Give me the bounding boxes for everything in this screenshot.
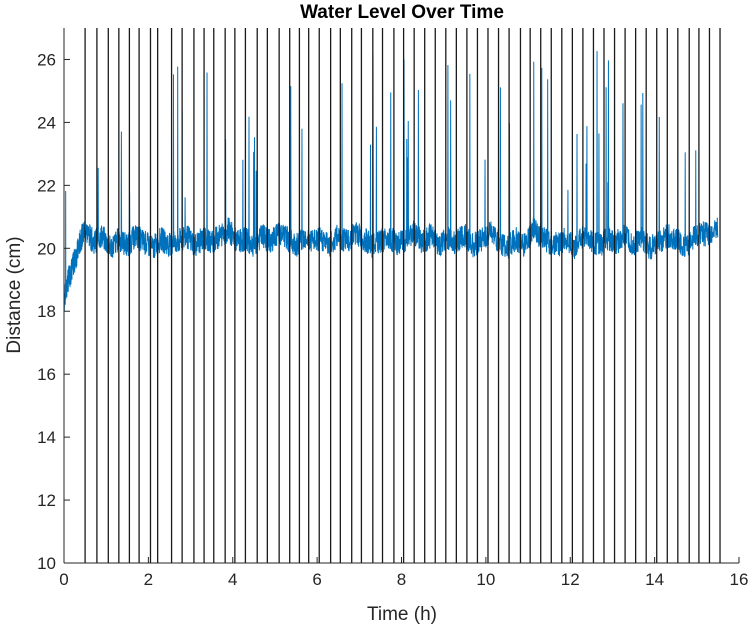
x-tick-label-16: 16	[730, 570, 749, 589]
y-tick-label-16: 16	[37, 365, 56, 384]
y-tick-label-10: 10	[37, 554, 56, 573]
y-tick-label-24: 24	[37, 113, 56, 132]
x-tick-label-6: 6	[312, 570, 321, 589]
x-tick-label-4: 4	[228, 570, 237, 589]
x-tick-label-2: 2	[144, 570, 153, 589]
x-tick-label-10: 10	[476, 570, 495, 589]
y-tick-label-26: 26	[37, 50, 56, 69]
chart-title: Water Level Over Time	[300, 2, 504, 23]
y-tick-label-20: 20	[37, 239, 56, 258]
x-tick-label-8: 8	[397, 570, 406, 589]
x-tick-label-12: 12	[561, 570, 580, 589]
y-tick-label-22: 22	[37, 176, 56, 195]
y-tick-label-14: 14	[37, 428, 56, 447]
x-axis-label: Time (h)	[367, 604, 437, 625]
y-tick-label-18: 18	[37, 302, 56, 321]
x-tick-label-0: 0	[59, 570, 68, 589]
y-axis-label: Distance (cm)	[4, 236, 25, 353]
series-blue-trace	[64, 51, 719, 563]
x-tick-label-14: 14	[645, 570, 664, 589]
y-tick-label-12: 12	[37, 491, 56, 510]
